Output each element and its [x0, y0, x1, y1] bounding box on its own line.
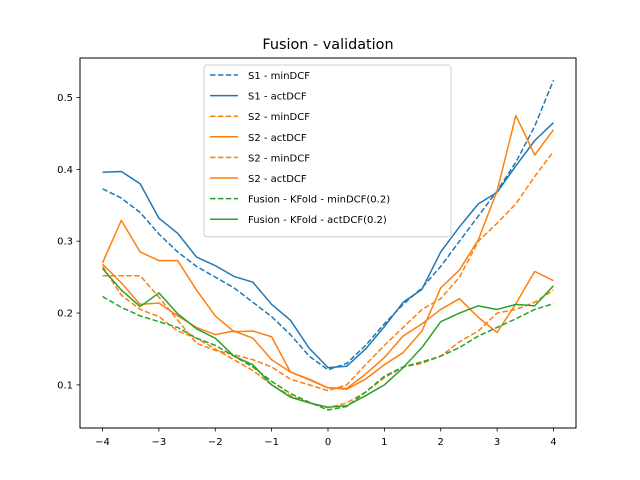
x-axis: −4 −3 −2 −1 0 1 2 3 4 [95, 428, 557, 448]
x-tick-label: −3 [152, 437, 167, 448]
legend-label: S2 - actDCF [248, 133, 307, 144]
x-tick-label: −1 [264, 437, 279, 448]
x-tick-label: 2 [438, 437, 444, 448]
x-tick-label: 0 [325, 437, 331, 448]
legend-label: Fusion - KFold - actDCF(0.2) [248, 215, 387, 226]
legend-label: S2 - actDCF [248, 174, 307, 185]
x-tick-label: 1 [381, 437, 387, 448]
series-line-7 [102, 295, 554, 411]
legend-label: S1 - actDCF [248, 92, 307, 103]
y-tick-label: 0.2 [57, 309, 73, 320]
x-tick-label: 4 [550, 437, 556, 448]
series-line-3 [102, 150, 555, 392]
y-axis: 0.1 0.2 0.3 0.4 0.5 [57, 93, 80, 391]
legend-label: S2 - minDCF [248, 153, 310, 164]
series-line-6 [102, 263, 554, 390]
series-line-2 [102, 122, 554, 369]
y-tick-label: 0.3 [57, 237, 73, 248]
chart-title: Fusion - validation [262, 37, 393, 53]
y-tick-label: 0.1 [57, 380, 73, 391]
legend-box [203, 64, 452, 238]
x-tick-label: −4 [95, 437, 110, 448]
y-tick-label: 0.4 [57, 165, 73, 176]
plot-lines [101, 79, 555, 411]
x-tick-label: 3 [494, 437, 500, 448]
legend-label: S1 - minDCF [248, 71, 310, 82]
series-line-8 [101, 268, 554, 408]
legend: S1 - minDCF S1 - actDCF S2 - minDCF S2 - ac… [203, 64, 452, 238]
legend-label: S2 - minDCF [248, 112, 310, 123]
legend-label: Fusion - KFold - minDCF(0.2) [248, 195, 390, 206]
y-tick-label: 0.5 [57, 93, 73, 104]
x-tick-label: −2 [208, 437, 223, 448]
series-line-1 [102, 79, 555, 371]
